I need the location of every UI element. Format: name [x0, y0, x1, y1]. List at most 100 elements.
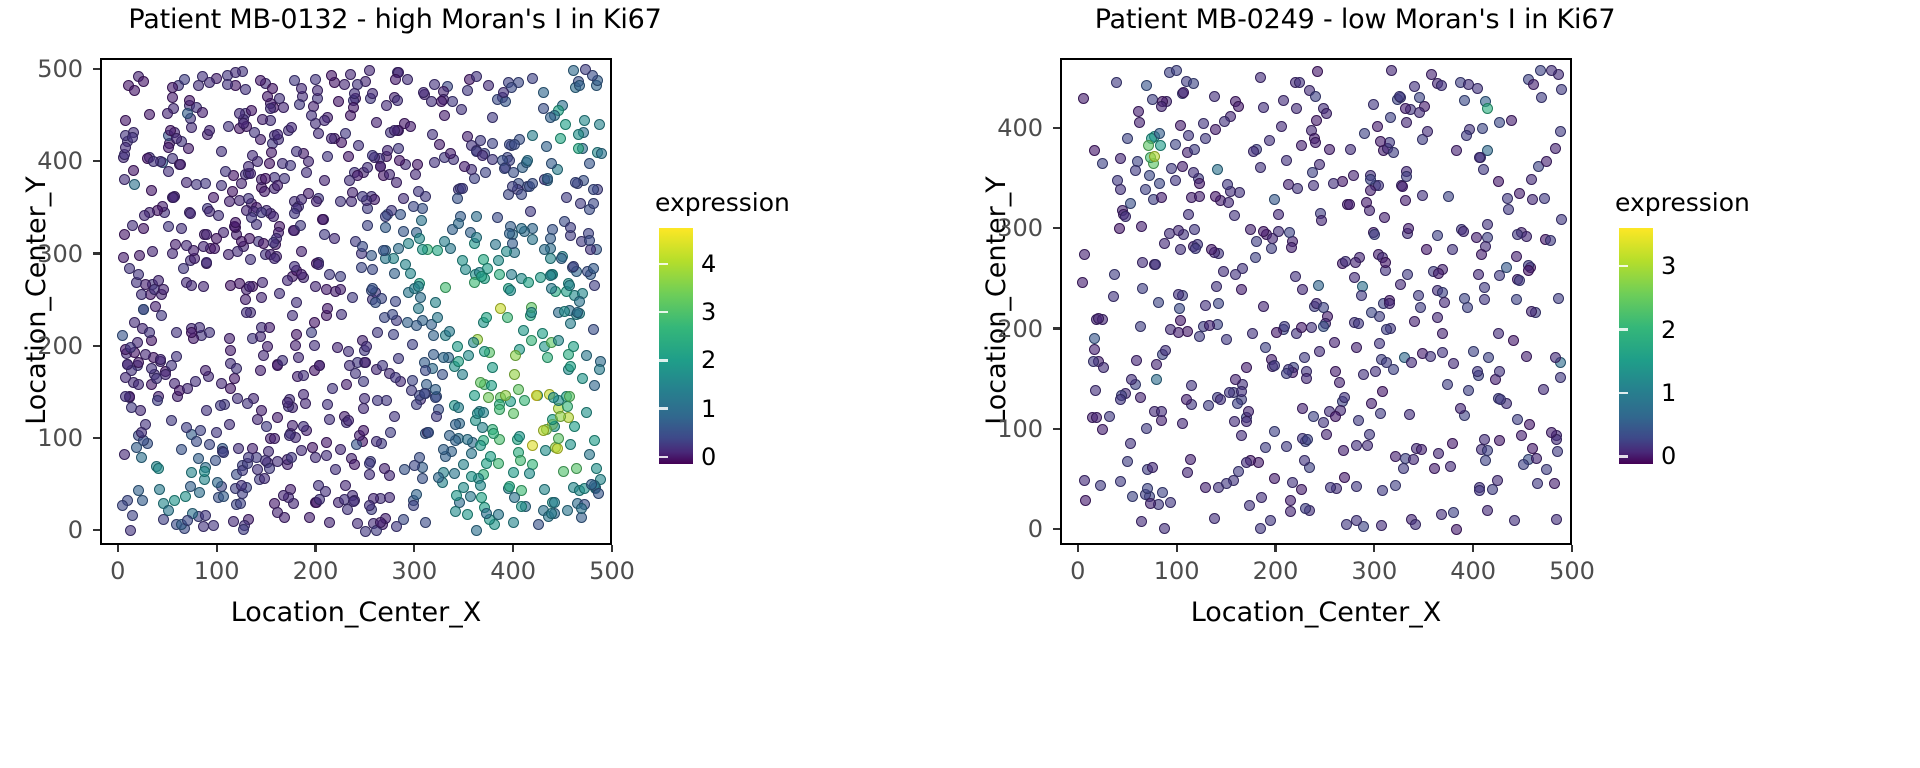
scatter-point [1291, 103, 1303, 115]
plot-area-left[interactable] [100, 58, 612, 545]
scatter-point [1255, 72, 1267, 84]
scatter-point [235, 178, 247, 190]
scatter-point [1171, 65, 1183, 76]
scatter-point [1526, 173, 1538, 185]
scatter-point [185, 207, 197, 219]
legend-tick-label: 3 [701, 298, 717, 327]
scatter-point [121, 358, 133, 370]
scatter-point [348, 495, 360, 507]
scatter-point [470, 231, 482, 243]
scatter-point [344, 69, 356, 81]
scatter-point [465, 491, 476, 503]
scatter-point [1174, 315, 1186, 327]
scatter-point [294, 220, 306, 232]
scatter-point [169, 495, 181, 507]
scatter-point [312, 84, 324, 96]
scatter-point [1408, 454, 1420, 466]
scatter-point [335, 284, 347, 296]
panel-title-right: Patient MB-0249 - low Moran's I in Ki67 [1094, 4, 1616, 35]
scatter-point [1471, 365, 1483, 377]
scatter-point [1286, 476, 1298, 488]
scatter-point [201, 256, 212, 268]
scatter-point [139, 210, 151, 222]
scatter-point [1431, 229, 1443, 241]
scatter-point [1149, 259, 1161, 271]
scatter-point [544, 270, 556, 282]
scatter-point [1538, 192, 1550, 204]
scatter-point [1183, 130, 1195, 142]
scatter-point [370, 116, 382, 128]
scatter-point [310, 74, 322, 86]
scatter-point [265, 147, 277, 159]
scatter-point [392, 242, 404, 254]
scatter-point [1532, 161, 1544, 173]
scatter-point [190, 375, 202, 387]
scatter-point [229, 67, 241, 79]
scatter-point [1114, 152, 1126, 164]
scatter-point [545, 283, 557, 295]
scatter-point [129, 317, 141, 329]
scatter-point [1482, 103, 1494, 115]
scatter-point [1552, 293, 1564, 305]
scatter-point [348, 88, 360, 100]
scatter-point [1243, 405, 1255, 417]
scatter-point [1218, 115, 1230, 127]
scatter-point [135, 452, 147, 464]
scatter-point [366, 263, 378, 275]
scatter-point [1387, 363, 1399, 375]
scatter-point [132, 378, 144, 390]
scatter-point [310, 451, 322, 463]
scatter-point [439, 235, 451, 247]
scatter-point [366, 150, 378, 162]
scatter-point [419, 388, 431, 400]
scatter-point [1121, 455, 1133, 467]
scatter-point [1223, 386, 1235, 398]
scatter-point [256, 113, 268, 125]
scatter-point [1493, 434, 1505, 446]
scatter-point [435, 96, 447, 108]
scatter-point [153, 462, 165, 474]
scatter-point [1173, 289, 1185, 301]
scatter-point [1222, 178, 1234, 190]
scatter-point [129, 85, 141, 97]
scatter-point [475, 135, 487, 147]
scatter-point [392, 94, 404, 106]
scatter-point [235, 479, 247, 491]
scatter-point [215, 146, 227, 158]
scatter-point [429, 78, 441, 90]
scatter-point [224, 332, 236, 344]
scatter-point [208, 243, 220, 255]
scatter-point [1299, 502, 1311, 514]
scatter-point [1159, 238, 1171, 250]
y-tick-mark [1053, 127, 1060, 130]
scatter-point [216, 179, 228, 191]
scatter-point [546, 157, 558, 169]
scatter-point [380, 221, 392, 233]
scatter-point [1089, 343, 1101, 355]
scatter-point [254, 134, 266, 146]
scatter-point [1247, 145, 1259, 157]
scatter-point [294, 99, 306, 111]
y-tick-label: 300 [37, 239, 83, 268]
scatter-point [283, 429, 295, 441]
scatter-point [271, 455, 283, 467]
scatter-point [417, 87, 429, 99]
scatter-point [440, 282, 452, 294]
scatter-point [295, 444, 307, 456]
scatter-point [1358, 520, 1370, 532]
scatter-point [258, 473, 270, 485]
scatter-point [1364, 429, 1376, 441]
scatter-point [1414, 92, 1426, 104]
scatter-point [186, 279, 198, 291]
scatter-point [493, 458, 505, 470]
scatter-point [1513, 275, 1525, 287]
scatter-point [286, 122, 298, 134]
scatter-point [291, 296, 302, 308]
scatter-point [1447, 244, 1459, 256]
scatter-point [1531, 478, 1543, 490]
scatter-point [1403, 408, 1415, 420]
plot-area-right[interactable] [1060, 58, 1572, 545]
scatter-point [384, 469, 396, 481]
scatter-point [313, 493, 325, 505]
scatter-point [1089, 332, 1101, 344]
